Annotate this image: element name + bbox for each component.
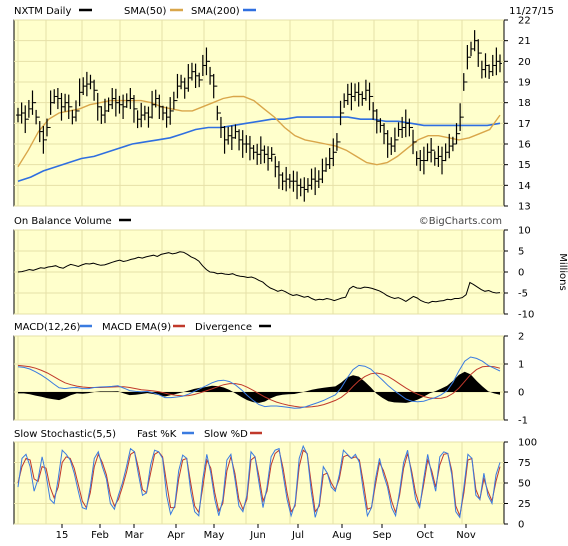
macd-panel: MACD(12,26) MACD EMA(9) Divergence 2 1 0 -1	[13, 322, 528, 427]
macd-title: MACD(12,26)	[14, 322, 81, 333]
y-tick-label: 25	[518, 499, 531, 510]
macd-y-axis: 2 1 0 -1	[504, 332, 528, 427]
obv-panel: On Balance Volume ©BigCharts.com 10 5 0 -5 -…	[13, 216, 568, 321]
stochastic-panel: Slow Stochastic(5,5) Fast %K Slow %D 100…	[13, 429, 537, 531]
price-grid	[14, 19, 504, 207]
x-tick-label: Feb	[91, 530, 109, 541]
fast-k-line	[17, 444, 501, 519]
sma50-label: SMA(50)	[124, 6, 166, 17]
x-tick-label: May	[204, 530, 225, 541]
stoch-fast-title: Fast %K	[137, 429, 177, 440]
price-panel-bg	[13, 19, 505, 207]
y-tick-label: 16	[518, 140, 531, 151]
y-tick-label: 1	[518, 360, 524, 371]
x-tick-label: Jul	[291, 530, 304, 541]
stoch-y-axis: 100 75 50 25 0	[504, 438, 537, 531]
x-tick-label: Aug	[332, 530, 352, 541]
x-tick-label: Sep	[373, 530, 392, 541]
macd-panel-bg	[13, 335, 505, 421]
y-tick-label: 20	[518, 57, 531, 68]
watermark: ©BigCharts.com	[419, 216, 502, 227]
macd-ema-title: MACD EMA(9)	[102, 322, 171, 333]
x-tick-label: 15	[56, 530, 69, 541]
price-bars	[16, 30, 502, 202]
sma200-label: SMA(200)	[191, 6, 240, 17]
symbol-label: NXTM Daily	[14, 6, 71, 17]
chart-date: 11/27/15	[509, 6, 554, 17]
y-tick-label: 10	[518, 226, 531, 237]
price-panel: 13 14 15 16 17 18 19 20 21 22	[13, 16, 531, 213]
y-tick-label: 18	[518, 98, 531, 109]
price-y-axis: 13 14 15 16 17 18 19 20 21 22	[504, 16, 531, 213]
x-tick-label: Nov	[456, 530, 476, 541]
y-tick-label: 13	[518, 202, 531, 213]
x-tick-label: Oct	[416, 530, 433, 541]
y-tick-label: 100	[518, 438, 537, 449]
obv-y-axis: 10 5 0 -5 -10	[504, 226, 534, 321]
y-tick-label: 2	[518, 332, 524, 343]
y-tick-label: 22	[518, 16, 531, 27]
y-tick-label: -10	[518, 310, 534, 321]
y-tick-label: 0	[518, 268, 524, 279]
y-tick-label: -1	[518, 416, 528, 427]
stoch-title: Slow Stochastic(5,5)	[14, 429, 116, 440]
x-axis: 15 Feb Mar Apr May Jun Jul Aug Sep Oct Nov	[56, 524, 476, 541]
y-tick-label: 15	[518, 160, 531, 171]
x-tick-label: Mar	[125, 530, 145, 541]
x-tick-label: Jun	[249, 530, 266, 541]
price-legend: NXTM Daily SMA(50) SMA(200) 11/27/15	[14, 6, 554, 17]
divergence-histogram	[18, 371, 500, 403]
y-tick-label: 14	[518, 181, 531, 192]
y-tick-label: 0	[518, 388, 524, 399]
y-tick-label: -5	[518, 289, 528, 300]
obv-line	[17, 251, 501, 304]
y-tick-label: 5	[518, 247, 524, 258]
stoch-slow-title: Slow %D	[204, 429, 248, 440]
divergence-title: Divergence	[195, 322, 252, 333]
obv-unit-label: Millions	[557, 253, 568, 290]
y-tick-label: 75	[518, 458, 531, 469]
y-tick-label: 21	[518, 36, 531, 47]
y-tick-label: 50	[518, 479, 531, 490]
macd-line	[17, 356, 501, 409]
y-tick-label: 19	[518, 78, 531, 89]
y-tick-label: 17	[518, 119, 531, 130]
sma200-line	[17, 116, 501, 182]
obv-title: On Balance Volume	[14, 216, 112, 227]
x-tick-label: Apr	[167, 530, 185, 541]
y-tick-label: 0	[518, 520, 524, 531]
